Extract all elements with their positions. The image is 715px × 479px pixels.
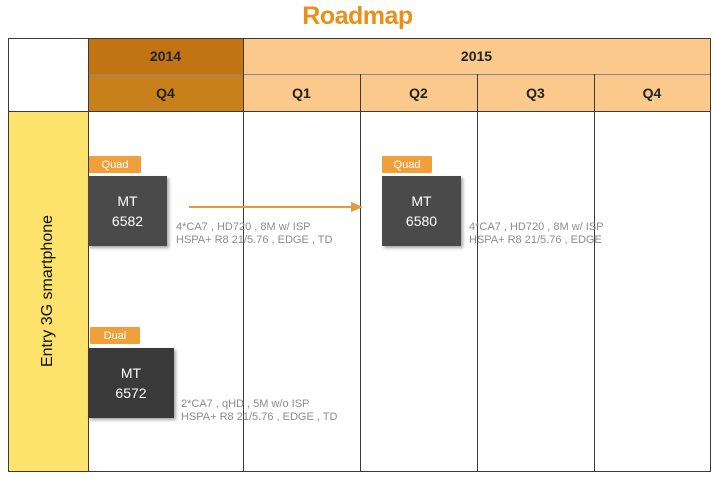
row-label-cell: Entry 3G smartphone — [8, 111, 88, 471]
header-blank-corner — [8, 38, 88, 111]
chip-mt6572-box: MT 6572 — [88, 348, 174, 418]
chip-mt6582-box: MT 6582 — [88, 176, 167, 246]
chip-mt6572-core-tag: Dual — [90, 327, 140, 344]
arrow-head-icon — [351, 202, 363, 212]
grid-line — [88, 74, 710, 75]
quarter-label: Q3 — [526, 84, 545, 101]
year-2014-label: 2014 — [149, 48, 182, 64]
quarter-label: Q4 — [156, 84, 175, 101]
chip-name-line1: MT — [120, 365, 142, 381]
chip-mt6582-core-tag: Quad — [89, 156, 141, 173]
year-2015-header: 2015 — [243, 38, 710, 74]
chip-mt6580-box: MT 6580 — [382, 176, 461, 246]
grid-line — [477, 74, 478, 472]
quarter-2015-q4-header: Q4 — [594, 74, 710, 111]
grid-line — [594, 74, 595, 472]
chip-name-line2: 6580 — [405, 213, 438, 229]
spec-line: HSPA+ R8 21/5.76 , EDGE , TD — [176, 234, 333, 246]
chip-name-line2: 6572 — [115, 385, 147, 401]
chip-name-line1: MT — [411, 193, 432, 209]
grid-line — [88, 38, 89, 472]
quarter-label: Q1 — [292, 84, 311, 101]
grid-line — [8, 111, 710, 112]
page-title: Roadmap — [302, 2, 413, 30]
year-2015-label: 2015 — [460, 48, 493, 64]
core-tag-label: Quad — [393, 158, 421, 171]
chip-name-line2: 6582 — [111, 213, 144, 229]
grid-line — [360, 74, 361, 472]
chip-mt6580-core-tag: Quad — [382, 156, 432, 173]
quarter-2015-q2-header: Q2 — [360, 74, 477, 111]
row-label-entry-3g-smartphone: Entry 3G smartphone — [39, 214, 57, 368]
chip-name-line1: MT — [117, 193, 138, 209]
spec-line: HSPA+ R8 21/5.76 , EDGE — [469, 234, 602, 246]
grid-line — [243, 38, 244, 472]
spec-line: 4*CA7 , HD720 , 8M w/ ISP — [176, 221, 311, 233]
year-2014-header: 2014 — [88, 38, 243, 74]
quarter-2015-q3-header: Q3 — [477, 74, 594, 111]
quarter-label: Q4 — [642, 84, 662, 101]
quarter-label: Q2 — [409, 84, 428, 101]
grid-line — [8, 471, 710, 472]
transition-arrow — [189, 202, 363, 212]
spec-line: 4*CA7 , HD720 , 8M w/ ISP — [469, 221, 604, 233]
chip-mt6580-spec: 4*CA7 , HD720 , 8M w/ ISP HSPA+ R8 21/5.… — [469, 221, 604, 247]
grid-line — [8, 38, 9, 472]
chip-mt6582-spec: 4*CA7 , HD720 , 8M w/ ISP HSPA+ R8 21/5.… — [176, 221, 332, 247]
spec-line: HSPA+ R8 21/5.76 , EDGE , TD — [181, 411, 338, 423]
core-tag-label: Quad — [101, 158, 129, 171]
chip-mt6572-spec: 2*CA7 , qHD , 5M w/o ISP HSPA+ R8 21/5.7… — [181, 398, 337, 424]
quarter-2014-q4-header: Q4 — [88, 74, 243, 111]
grid-line — [8, 38, 710, 39]
spec-line: 2*CA7 , qHD , 5M w/o ISP — [181, 398, 310, 410]
quarter-2015-q1-header: Q1 — [243, 74, 360, 111]
grid-line — [710, 38, 711, 472]
core-tag-label: Dual — [103, 329, 127, 342]
